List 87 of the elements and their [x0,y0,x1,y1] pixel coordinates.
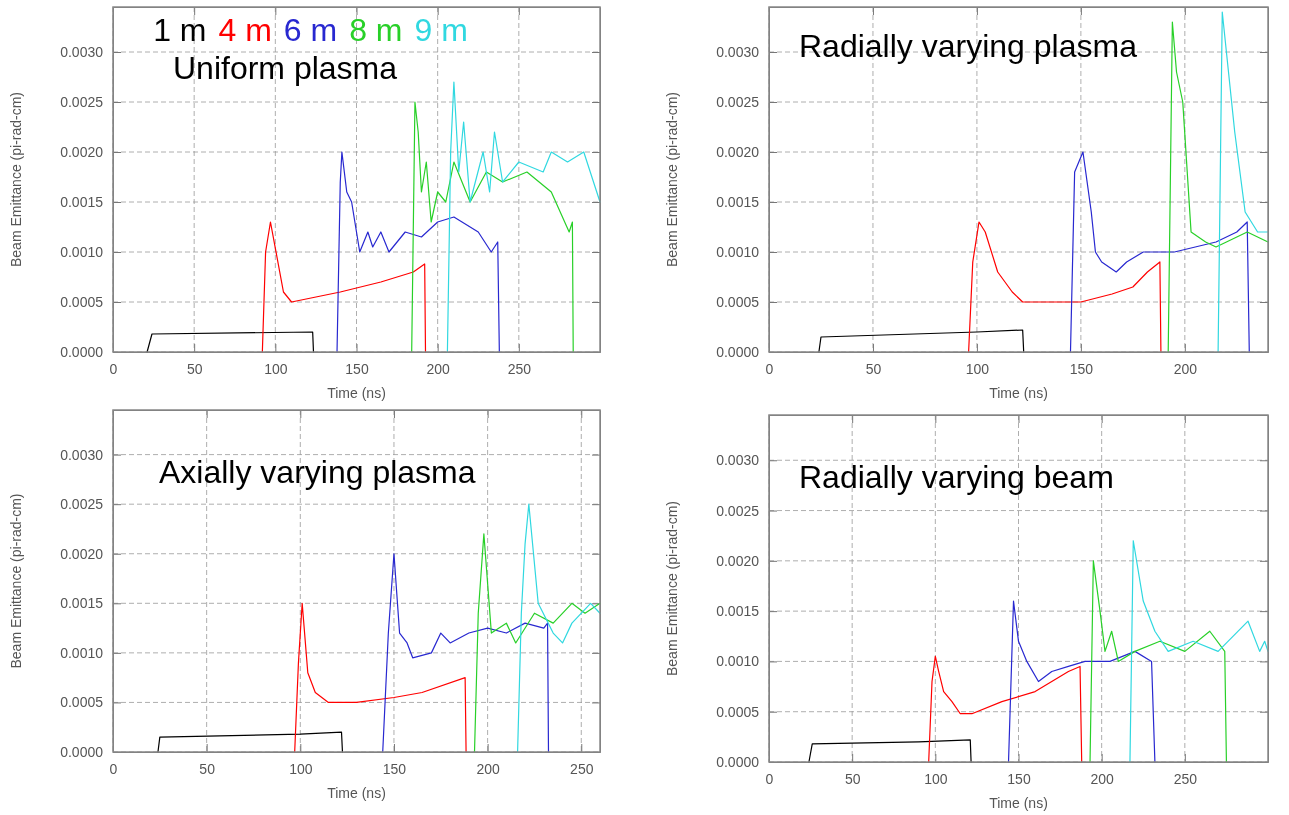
y-tick-label: 0.0015 [716,193,760,210]
y-tick-label: 0.0020 [716,552,760,569]
line-series [1129,540,1269,763]
y-tick-label: 0.0025 [60,496,104,513]
x-axis-title: Time (ns) [989,385,1048,401]
x-tick-label: 250 [570,760,594,777]
x-tick-label: 50 [865,360,882,377]
x-tick-label: 200 [1090,770,1115,787]
x-axis-title: Time (ns) [327,785,386,801]
x-axis-title: Time (ns) [989,795,1048,811]
line-series [1217,11,1269,353]
y-tick-label: 0.0025 [716,502,760,519]
line-series [157,731,344,753]
y-tick-label: 0.0005 [716,703,760,720]
y-tick-label: 0.0000 [60,743,104,760]
y-tick-label: 0.0030 [60,446,104,463]
x-tick-label: 0 [109,360,118,377]
y-tick-label: 0.0005 [716,293,760,310]
line-series [1089,560,1228,763]
x-tick-label: 0 [109,760,118,777]
y-tick-label: 0.0005 [60,694,104,711]
y-tick-label: 0.0010 [716,243,760,260]
y-axis-title: Beam Emittance (pi-rad-cm) [8,91,24,268]
series-label: 8 m [349,12,403,48]
text: Uniform plasma [173,50,398,86]
line-series [1007,600,1156,763]
x-tick-label: 200 [1173,360,1198,377]
y-tick-label: 0.0000 [716,343,760,360]
y-tick-label: 0.0030 [716,43,760,60]
text: Radially varying plasma [799,28,1138,64]
y-tick-label: 0.0010 [716,653,760,670]
line-series [516,503,601,753]
line-series [928,655,1083,763]
line-series [808,739,972,763]
line-series [1069,151,1250,353]
series-label: 9 m [414,12,468,48]
y-tick-label: 0.0015 [716,603,760,620]
y-tick-label: 0.0000 [716,753,760,770]
x-tick-label: 200 [426,360,451,377]
y-axis-title: Beam Emittance (pi-rad-cm) [664,91,680,268]
x-tick-label: 0 [765,770,774,787]
x-tick-label: 250 [1173,770,1198,787]
text: 1 m [153,12,207,48]
line-series [261,221,427,353]
y-tick-label: 0.0020 [716,143,760,160]
line-series [473,533,601,753]
x-tick-label: 50 [844,770,861,787]
y-tick-label: 0.0025 [60,93,104,110]
line-series [382,553,550,753]
x-tick-label: 200 [476,760,501,777]
y-tick-label: 0.0030 [60,43,104,60]
y-tick-label: 0.0010 [60,243,104,260]
x-tick-label: 150 [382,760,407,777]
text: 6 m [283,12,338,48]
x-axis-title: Time (ns) [327,385,386,401]
line-series [1167,21,1269,353]
y-tick-label: 0.0015 [60,595,104,612]
line-series [294,602,467,753]
y-tick-label: 0.0025 [716,93,760,110]
y-tick-label: 0.0020 [60,143,104,160]
text: Axially varying plasma [159,454,476,490]
y-axis-title: Beam Emittance (pi-rad-cm) [664,500,680,677]
line-series [336,151,500,353]
y-tick-label: 0.0010 [60,644,104,661]
line-series [446,81,601,353]
y-tick-label: 0.0015 [60,193,104,210]
text: 4 m [218,12,272,48]
x-tick-label: 0 [765,360,774,377]
line-series [818,329,1025,353]
y-tick-label: 0.0020 [60,545,104,562]
x-tick-label: 150 [345,360,369,377]
x-tick-label: 100 [289,760,313,777]
y-tick-label: 0.0000 [60,343,104,360]
x-tick-label: 50 [186,360,203,377]
y-tick-label: 0.0005 [60,293,104,310]
x-tick-label: 100 [924,770,948,787]
x-tick-label: 100 [965,360,990,377]
y-tick-label: 0.0030 [716,452,760,469]
y-axis-title: Beam Emittance (pi-rad-cm) [8,493,24,669]
line-series [968,221,1162,353]
x-tick-label: 100 [264,360,288,377]
line-series [411,101,574,353]
x-tick-label: 150 [1069,360,1094,377]
x-tick-label: 250 [507,360,532,377]
x-tick-label: 150 [1007,770,1031,787]
x-tick-label: 50 [199,760,216,777]
text: Radially varying beam [799,459,1114,495]
